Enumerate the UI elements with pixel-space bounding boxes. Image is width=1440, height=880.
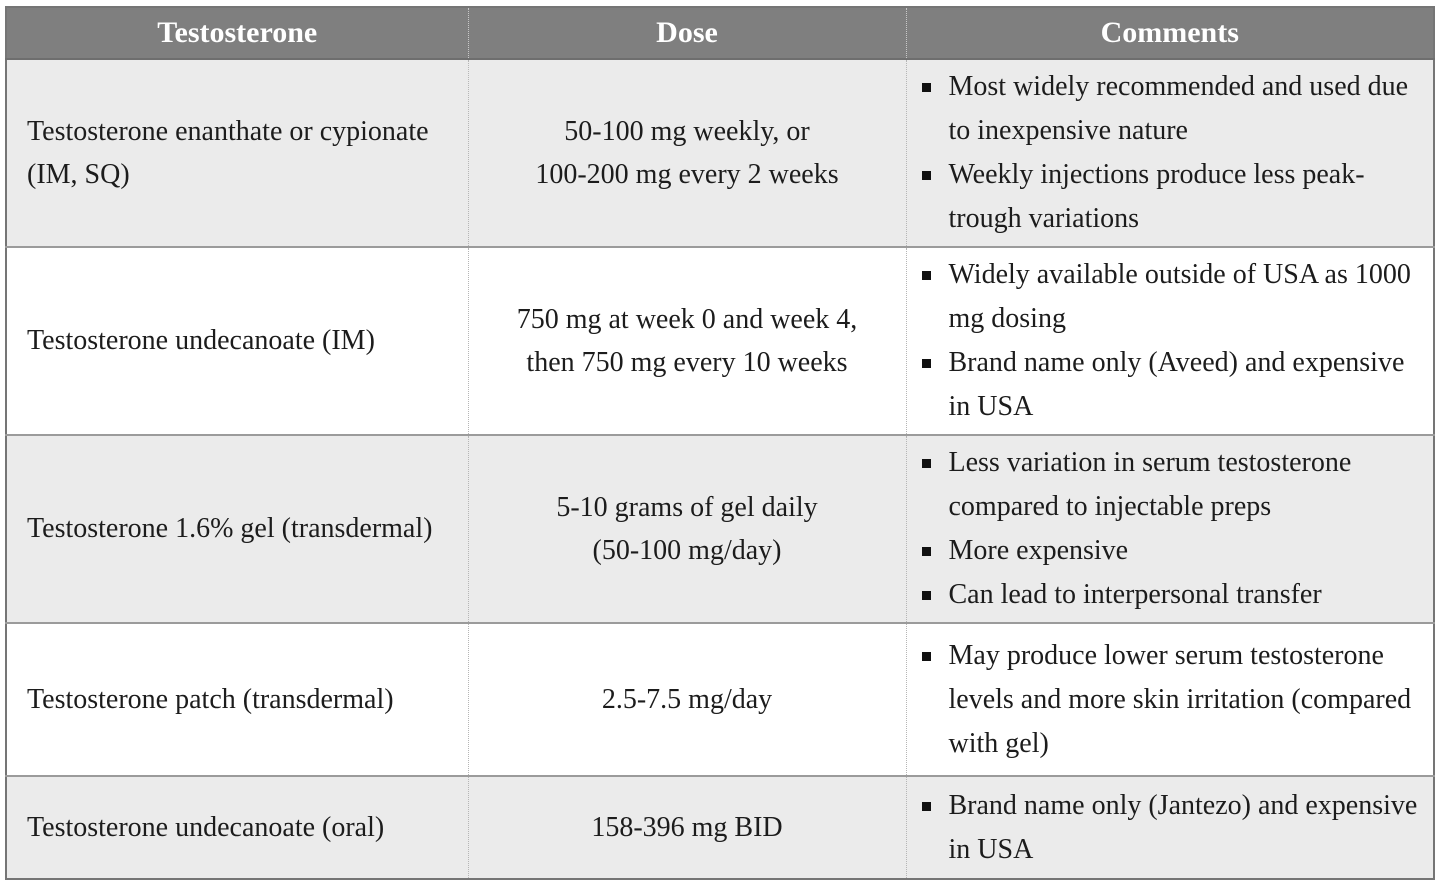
comment-item: Brand name only (Aveed) and expensive in… <box>919 341 1426 429</box>
comment-text: Brand name only (Aveed) and expensive in… <box>948 347 1405 422</box>
comment-item: Less variation in serum testosterone com… <box>919 441 1426 529</box>
dose-cell: 750 mg at week 0 and week 4, then 750 mg… <box>467 246 906 435</box>
bullet-icon <box>919 634 949 661</box>
drug-name-cell: Testosterone undecanoate (oral) <box>6 775 468 879</box>
bullet-icon <box>919 341 949 368</box>
comments-cell: Most widely recommended and used due to … <box>905 58 1434 247</box>
comment-item: Weekly injections produce less peak-trou… <box>919 153 1426 241</box>
comment-text: May produce lower serum testosterone lev… <box>948 639 1412 759</box>
bullet-icon <box>919 153 949 180</box>
comment-text: Weekly injections produce less peak-trou… <box>948 159 1365 234</box>
comment-item: Widely available outside of USA as 1000 … <box>919 253 1426 341</box>
header-testosterone: Testosterone <box>6 7 468 60</box>
comment-item: May produce lower serum testosterone lev… <box>919 634 1426 766</box>
dose-cell: 2.5-7.5 mg/day <box>467 622 906 776</box>
testosterone-dosing-table: Testosterone Dose Comments Testosterone … <box>5 6 1435 880</box>
table-row: Testosterone undecanoate (oral) 158-396 … <box>6 775 1434 879</box>
table-row: Testosterone patch (transdermal) 2.5-7.5… <box>6 622 1434 776</box>
comment-item: Can lead to interpersonal transfer <box>919 573 1426 617</box>
bullet-icon <box>919 441 949 468</box>
comment-item: Brand name only (Jantezo) and expensive … <box>919 784 1426 872</box>
drug-name-cell: Testosterone 1.6% gel (transdermal) <box>6 434 468 623</box>
table-row: Testosterone undecanoate (IM) 750 mg at … <box>6 246 1434 435</box>
drug-name-cell: Testosterone undecanoate (IM) <box>6 246 468 435</box>
comment-text: Most widely recommended and used due to … <box>948 71 1409 146</box>
table-row: Testosterone 1.6% gel (transdermal) 5-10… <box>6 434 1434 623</box>
drug-name-cell: Testosterone enanthate or cypionate (IM,… <box>6 58 468 247</box>
comment-item: More expensive <box>919 529 1426 573</box>
comment-text: More expensive <box>948 535 1129 566</box>
table-row: Testosterone enanthate or cypionate (IM,… <box>6 58 1434 247</box>
bullet-icon <box>919 253 949 280</box>
dose-line: 2.5-7.5 mg/day <box>601 683 773 715</box>
comment-text: Less variation in serum testosterone com… <box>948 447 1352 522</box>
comment-text: Can lead to interpersonal transfer <box>948 579 1322 610</box>
dose-line: 5-10 grams of gel daily <box>556 491 818 523</box>
bullet-icon <box>919 573 949 600</box>
comments-cell: Less variation in serum testosterone com… <box>905 434 1434 623</box>
dose-line: 158-396 mg BID <box>591 811 783 843</box>
comment-text: Widely available outside of USA as 1000 … <box>948 259 1411 334</box>
comments-cell: Widely available outside of USA as 1000 … <box>905 246 1434 435</box>
dose-line: 750 mg at week 0 and week 4, <box>516 303 858 335</box>
bullet-icon <box>919 65 949 92</box>
comments-cell: Brand name only (Jantezo) and expensive … <box>905 775 1434 879</box>
dosing-table: Testosterone Dose Comments Testosterone … <box>5 6 1435 880</box>
comment-item: Most widely recommended and used due to … <box>919 65 1426 153</box>
dose-cell: 5-10 grams of gel daily (50-100 mg/day) <box>467 434 906 623</box>
table-header-row: Testosterone Dose Comments <box>6 7 1434 60</box>
dose-cell: 158-396 mg BID <box>467 775 906 879</box>
header-comments: Comments <box>905 7 1434 60</box>
drug-name-cell: Testosterone patch (transdermal) <box>6 622 468 776</box>
bullet-icon <box>919 784 949 811</box>
header-dose: Dose <box>467 7 906 60</box>
bullet-icon <box>919 529 949 556</box>
comments-cell: May produce lower serum testosterone lev… <box>905 622 1434 776</box>
dose-line: (50-100 mg/day) <box>592 535 782 566</box>
comment-text: Brand name only (Jantezo) and expensive … <box>948 789 1418 865</box>
dose-line: 100-200 mg every 2 weeks <box>535 159 839 190</box>
dose-line: then 750 mg every 10 weeks <box>526 347 848 378</box>
dose-cell: 50-100 mg weekly, or 100-200 mg every 2 … <box>467 58 906 247</box>
dose-line: 50-100 mg weekly, or <box>564 115 810 147</box>
